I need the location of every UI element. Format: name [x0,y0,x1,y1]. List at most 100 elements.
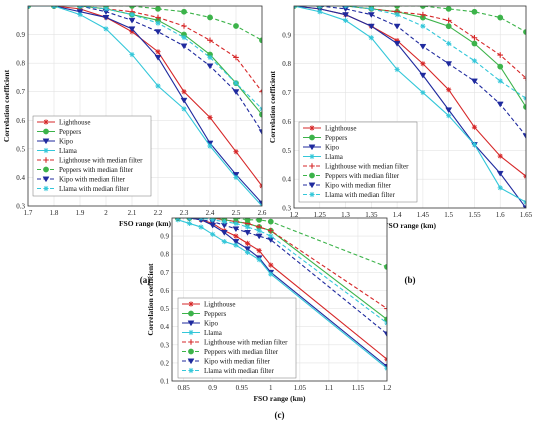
x-tick-label: 1.8 [50,209,59,217]
legend-marker [309,153,315,160]
legend-entry: Kipo [303,144,340,152]
legend-label: Kipo with median filter [59,176,126,184]
data-point [128,26,136,33]
data-point [207,37,213,44]
y-tick-label: 0.9 [16,31,25,39]
chart-panel-1: 1.7 1.8 1.9 2 2.1 2.2 2.3 2.4 2.5 2.6 0.3 0.4 0.5 0.6… [2,5,267,285]
legend-entry: Kipo [182,320,219,328]
data-point [255,233,263,240]
data-point [268,233,274,239]
data-point [394,66,400,73]
series-group [28,6,262,206]
legend-marker [188,301,194,307]
data-point [471,78,478,85]
legend-label: Llama [59,147,78,155]
legend-marker [187,320,195,327]
x-tick-label: 1.1 [325,384,334,392]
data-point [155,49,161,55]
legend-entry: Llama with median filter [303,191,395,199]
series-line [28,6,262,115]
legend-marker [309,172,315,179]
legend-label: Llama with median filter [59,185,129,193]
y-tick-label: 0.7 [160,269,169,277]
data-point [471,141,478,148]
data-point [420,61,426,67]
data-point [267,227,274,234]
data-point [368,6,374,12]
data-point [445,61,453,68]
series-line [294,6,526,79]
legend-entry: Peppers [303,134,347,142]
data-point [155,14,161,21]
y-tick-label: 0.8 [160,251,169,259]
legend-marker [188,339,194,345]
legend-marker [188,367,194,374]
chart-panel-3: 0.85 0.9 0.95 1 1.05 1.1 1.15 1.2 0.1 0.2 0.3 0.4 0.… [146,217,392,420]
legend-entry: Llama [37,147,78,155]
data-point [267,218,274,225]
legend-marker [309,125,315,131]
data-point [445,23,452,30]
series-line [177,218,387,268]
data-point [256,257,262,263]
data-point [232,239,240,245]
legend-label: Llama with median filter [204,367,274,375]
data-point [244,218,251,223]
x-tick-label: 1.05 [294,384,307,392]
axes-frame [293,5,527,209]
data-point [393,41,401,47]
legend-entry: Kipo with median filter [37,176,126,184]
data-point [497,52,504,58]
x-tick-label: 1.15 [352,384,365,392]
data-point [420,11,426,18]
legend-entry: Lighthouse with median filter [37,157,143,165]
series-line [28,6,262,41]
x-tick-label: 1.5 [444,211,453,219]
data-point [256,228,262,234]
data-point [497,14,504,21]
x-tick-label: 1.3 [341,211,350,219]
data-point [384,305,387,312]
series-line [177,219,387,369]
data-point [233,23,239,29]
data-point [181,34,187,41]
legend-label: Lighthouse [204,301,236,309]
data-point [181,89,187,95]
data-point [207,14,213,21]
legend-box [298,121,418,203]
x-tick-label: 2.5 [232,209,241,217]
x-tick-label: 1.6 [496,211,505,219]
data-point [268,262,274,268]
data-point [244,240,251,246]
data-point [497,185,503,191]
data-point [198,224,204,230]
legend-label: Llama [325,153,344,161]
series-line [28,6,262,110]
legend-box [32,115,152,197]
legend-marker [42,138,50,145]
series-line [28,6,262,204]
series-group [174,218,387,371]
data-point [221,238,227,245]
x-tick-label: 1.4 [393,211,402,219]
data-point [256,218,263,223]
legend-entry: Lighthouse [182,301,236,309]
data-point [258,200,262,206]
data-point [446,40,452,47]
data-point [342,17,349,24]
legend-marker [187,358,195,365]
legend-label: Kipo [59,138,74,146]
legend-marker [309,134,315,141]
data-point [181,106,187,112]
x-tick-label: 2.3 [180,209,189,217]
data-point [244,224,251,230]
data-point [394,12,400,18]
series-line [177,218,387,310]
data-point [497,153,503,159]
legend-box [177,297,297,379]
legend-marker [43,185,49,192]
data-point [367,23,375,30]
y-tick-label: 0.2 [160,359,169,367]
y-tick-label: 0.6 [282,118,291,126]
